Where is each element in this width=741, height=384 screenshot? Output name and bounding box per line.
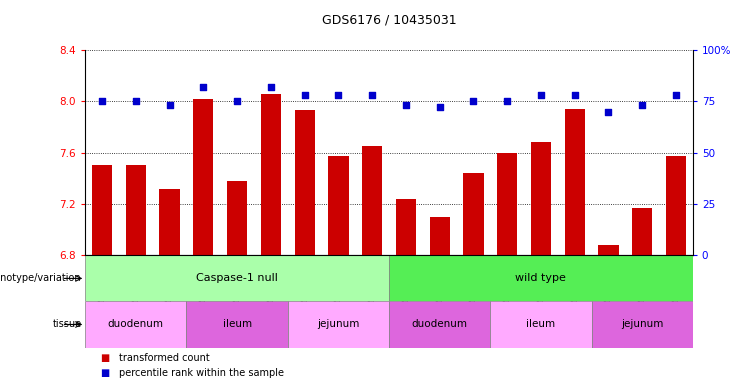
Point bbox=[468, 98, 479, 104]
Text: transformed count: transformed count bbox=[119, 353, 209, 363]
Point bbox=[333, 92, 345, 98]
Text: jejunum: jejunum bbox=[317, 319, 359, 329]
Bar bbox=[396, 199, 416, 255]
Point bbox=[670, 92, 682, 98]
Bar bbox=[491, 301, 591, 348]
Text: Caspase-1 null: Caspase-1 null bbox=[196, 273, 278, 283]
Bar bbox=[92, 166, 112, 255]
Bar bbox=[362, 146, 382, 255]
Bar bbox=[227, 181, 247, 255]
Text: GDS6176 / 10435031: GDS6176 / 10435031 bbox=[322, 14, 456, 27]
Bar bbox=[328, 157, 348, 255]
Bar bbox=[126, 166, 146, 255]
Point bbox=[231, 98, 243, 104]
Text: wild type: wild type bbox=[516, 273, 566, 283]
Point bbox=[366, 92, 378, 98]
Text: ■: ■ bbox=[100, 368, 109, 378]
Text: ileum: ileum bbox=[526, 319, 556, 329]
Point bbox=[433, 104, 445, 111]
Point bbox=[637, 102, 648, 108]
Point bbox=[569, 92, 581, 98]
Text: ileum: ileum bbox=[222, 319, 252, 329]
Bar bbox=[85, 255, 389, 301]
Bar bbox=[632, 208, 652, 255]
Point bbox=[299, 92, 310, 98]
Text: tissue: tissue bbox=[53, 319, 82, 329]
Text: percentile rank within the sample: percentile rank within the sample bbox=[119, 368, 284, 378]
Bar bbox=[591, 301, 693, 348]
Point bbox=[197, 84, 209, 90]
Bar bbox=[531, 142, 551, 255]
Text: duodenum: duodenum bbox=[108, 319, 164, 329]
Point bbox=[164, 102, 176, 108]
Bar bbox=[430, 217, 450, 255]
Bar bbox=[463, 173, 484, 255]
Bar bbox=[159, 189, 180, 255]
Bar bbox=[294, 110, 315, 255]
Text: jejunum: jejunum bbox=[621, 319, 663, 329]
Bar bbox=[389, 255, 693, 301]
Point bbox=[501, 98, 513, 104]
Bar bbox=[261, 94, 281, 255]
Bar bbox=[497, 153, 517, 255]
Point bbox=[602, 109, 614, 115]
Bar bbox=[85, 301, 187, 348]
Bar bbox=[187, 301, 288, 348]
Point bbox=[96, 98, 108, 104]
Bar bbox=[598, 245, 619, 255]
Bar bbox=[666, 157, 686, 255]
Point bbox=[400, 102, 412, 108]
Bar bbox=[288, 301, 389, 348]
Bar bbox=[389, 301, 491, 348]
Bar bbox=[193, 99, 213, 255]
Text: genotype/variation: genotype/variation bbox=[0, 273, 82, 283]
Text: duodenum: duodenum bbox=[412, 319, 468, 329]
Point bbox=[265, 84, 277, 90]
Text: ■: ■ bbox=[100, 353, 109, 363]
Bar bbox=[565, 109, 585, 255]
Point bbox=[535, 92, 547, 98]
Point bbox=[130, 98, 142, 104]
